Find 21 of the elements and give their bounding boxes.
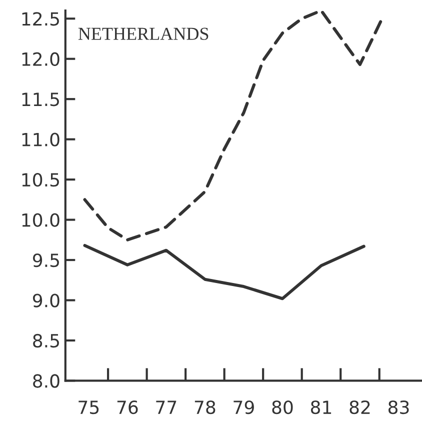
y-tick-label: 10.0 [22, 213, 60, 227]
y-tick-label: 12.5 [22, 12, 59, 26]
x-tick-label: 76 [117, 400, 138, 414]
x-tick-label: 77 [156, 400, 176, 414]
y-tick-label: 8.0 [33, 374, 60, 388]
y-tick-label: 11.0 [22, 132, 60, 146]
x-tick-label: 79 [234, 400, 254, 414]
x-tick-label: 75 [78, 400, 99, 414]
line-series [83, 244, 366, 300]
x-tick-label: 82 [350, 400, 370, 414]
y-tick-label: 9.0 [32, 294, 60, 308]
x-tick-label: 78 [194, 400, 216, 414]
annotation: NETHERLANDS [78, 28, 208, 40]
x-tick-label: 80 [272, 400, 293, 414]
y-tick-label: 11.5 [22, 92, 59, 106]
y-tick-label: 10.5 [22, 173, 59, 187]
x-tick-label: 81 [310, 400, 332, 414]
y-tick-label: 8.5 [33, 334, 59, 348]
y-tick-label: 9.5 [32, 253, 59, 268]
y-tick-label: 12.0 [22, 52, 60, 66]
x-tick-label: 83 [388, 400, 409, 414]
